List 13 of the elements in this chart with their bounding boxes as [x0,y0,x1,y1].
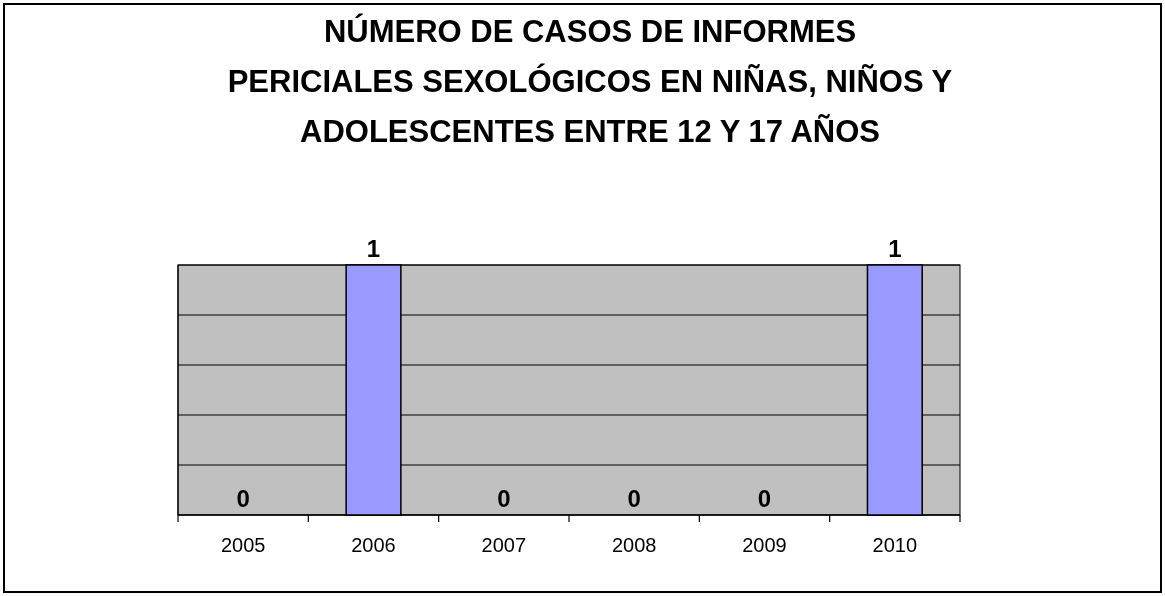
data-label: 0 [236,485,250,512]
data-label: 0 [627,485,641,512]
x-tick-label: 2005 [220,534,266,556]
data-label: 1 [888,235,902,262]
x-tick-label: 2010 [872,534,918,556]
chart-title: NÚMERO DE CASOS DE INFORMES PERICIALES SEXOLÓGICOS EN NIÑAS, NIÑOS Y ADOLESCENTES ENTRE 12 Y 17 AÑOS [227,13,953,149]
data-label: 0 [757,485,772,512]
x-tick-label: 2009 [742,534,787,556]
data-label: 1 [366,235,381,262]
x-tick-label: 2008 [611,534,657,556]
x-tick-label: 2006 [351,534,396,556]
x-tick-label: 2007 [481,534,527,556]
data-label: 0 [497,485,511,512]
